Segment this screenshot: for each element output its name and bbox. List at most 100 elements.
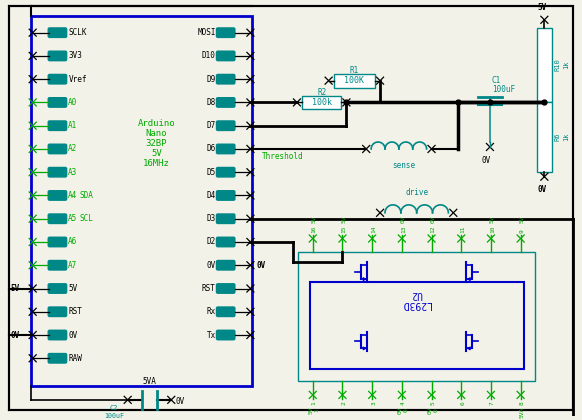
FancyBboxPatch shape — [216, 97, 236, 108]
Text: 0V: 0V — [538, 184, 547, 194]
Text: A3: A3 — [68, 168, 77, 177]
Text: D10: D10 — [202, 51, 216, 60]
FancyBboxPatch shape — [216, 74, 236, 84]
FancyBboxPatch shape — [48, 50, 68, 61]
Text: 0V: 0V — [401, 215, 406, 223]
Text: 9: 9 — [520, 229, 524, 233]
Text: 5V: 5V — [490, 215, 495, 223]
Text: 12: 12 — [431, 225, 435, 233]
Text: 1k: 1k — [563, 61, 569, 69]
Bar — [298, 252, 535, 381]
FancyBboxPatch shape — [48, 330, 68, 341]
Text: 3: 3 — [371, 401, 376, 404]
Text: 100uF: 100uF — [104, 413, 124, 419]
Text: 5V: 5V — [538, 3, 547, 12]
Text: L293D: L293D — [402, 299, 431, 309]
Text: D7: D7 — [207, 121, 216, 130]
Text: SCLK: SCLK — [68, 28, 87, 37]
Text: A7: A7 — [68, 261, 77, 270]
Text: Nano: Nano — [146, 129, 167, 138]
FancyBboxPatch shape — [48, 213, 68, 224]
Text: A1: A1 — [68, 121, 77, 130]
Text: R10: R10 — [554, 59, 560, 71]
Bar — [333, 74, 375, 88]
Bar — [537, 28, 552, 102]
Text: MOSI: MOSI — [197, 28, 216, 37]
Text: 0V: 0V — [431, 215, 435, 223]
Text: D8: D8 — [207, 98, 216, 107]
Text: 5V: 5V — [342, 215, 346, 223]
Text: drive: drive — [405, 188, 428, 197]
Text: 11: 11 — [460, 225, 465, 233]
Text: 16MHz: 16MHz — [143, 159, 170, 168]
Text: 1k: 1k — [563, 133, 569, 141]
Text: RST: RST — [68, 307, 82, 316]
FancyBboxPatch shape — [48, 260, 68, 270]
Text: 13: 13 — [401, 225, 406, 233]
Text: C1: C1 — [492, 76, 501, 85]
FancyBboxPatch shape — [48, 120, 68, 131]
Text: 0V: 0V — [256, 261, 265, 270]
Bar — [31, 16, 253, 386]
FancyBboxPatch shape — [216, 144, 236, 155]
Text: sense: sense — [392, 161, 416, 170]
Text: 2: 2 — [342, 401, 346, 404]
Text: 10: 10 — [490, 225, 495, 233]
Text: 100K: 100K — [345, 76, 364, 85]
Text: 5V: 5V — [11, 284, 20, 293]
FancyBboxPatch shape — [48, 97, 68, 108]
Text: 5VA: 5VA — [520, 407, 524, 418]
Text: 5VA: 5VA — [143, 377, 157, 386]
Text: 0V: 0V — [68, 331, 77, 339]
Text: Vref: Vref — [68, 75, 87, 84]
Text: 5V: 5V — [312, 215, 317, 223]
Text: D6: D6 — [207, 144, 216, 153]
Text: Tx: Tx — [207, 331, 216, 339]
FancyBboxPatch shape — [216, 120, 236, 131]
Text: 0V: 0V — [207, 261, 216, 270]
Text: 16: 16 — [312, 225, 317, 233]
Text: A0: A0 — [68, 98, 77, 107]
FancyBboxPatch shape — [216, 213, 236, 224]
FancyBboxPatch shape — [48, 306, 68, 317]
Text: A6: A6 — [68, 237, 77, 247]
FancyBboxPatch shape — [48, 190, 68, 201]
Text: 15: 15 — [342, 225, 346, 233]
Text: SDA: SDA — [79, 191, 93, 200]
Text: 5V: 5V — [68, 284, 77, 293]
Bar — [302, 95, 342, 109]
Text: 6: 6 — [460, 401, 465, 404]
Text: 0V
0: 0V 0 — [428, 407, 438, 414]
Text: A2: A2 — [68, 144, 77, 153]
FancyBboxPatch shape — [48, 167, 68, 178]
Text: RST: RST — [202, 284, 216, 293]
FancyBboxPatch shape — [216, 330, 236, 341]
Text: D3: D3 — [207, 214, 216, 223]
Text: 0V: 0V — [11, 331, 20, 339]
Text: 1: 1 — [312, 401, 317, 404]
FancyBboxPatch shape — [216, 190, 236, 201]
Text: C2: C2 — [109, 405, 118, 411]
FancyBboxPatch shape — [216, 167, 236, 178]
Text: 100k: 100k — [312, 98, 332, 107]
Text: Arduino: Arduino — [137, 119, 175, 128]
Text: 5: 5 — [431, 401, 435, 404]
FancyBboxPatch shape — [48, 236, 68, 247]
FancyBboxPatch shape — [48, 27, 68, 38]
Text: 5V: 5V — [520, 215, 524, 223]
FancyBboxPatch shape — [48, 74, 68, 84]
Text: 5V
1: 5V 1 — [309, 407, 320, 414]
FancyBboxPatch shape — [48, 283, 68, 294]
Text: 100uF: 100uF — [492, 85, 515, 94]
Text: D4: D4 — [207, 191, 216, 200]
Text: D2: D2 — [207, 237, 216, 247]
Text: R2: R2 — [317, 88, 327, 97]
Bar — [310, 282, 524, 369]
Text: D5: D5 — [207, 168, 216, 177]
Text: SCL: SCL — [79, 214, 93, 223]
FancyBboxPatch shape — [48, 144, 68, 155]
Text: D9: D9 — [207, 75, 216, 84]
Text: 0V: 0V — [481, 156, 491, 165]
FancyBboxPatch shape — [216, 27, 236, 38]
Text: 8: 8 — [520, 401, 524, 404]
